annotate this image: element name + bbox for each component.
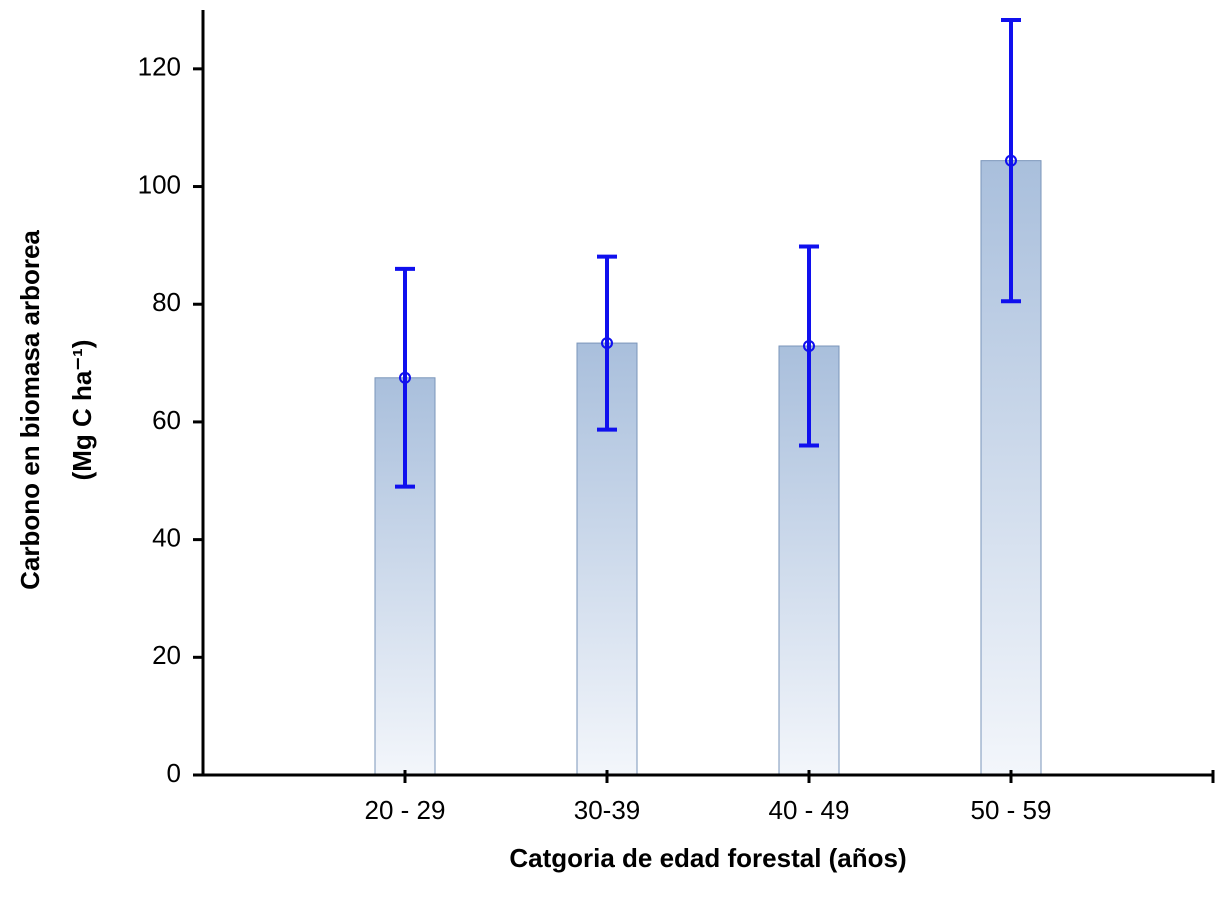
mean-marker <box>601 337 613 350</box>
y-tick-label: 20 <box>152 640 181 670</box>
x-tick-label: 40 - 49 <box>769 795 850 825</box>
mean-marker <box>803 340 815 353</box>
error-bar <box>1001 18 1021 304</box>
y-tick-label: 40 <box>152 522 181 552</box>
x-tick-label: 20 - 29 <box>365 795 446 825</box>
error-bar <box>597 254 617 432</box>
y-tick-label: 120 <box>138 52 181 82</box>
y-axis-label: (Mg C ha⁻¹) <box>67 340 97 481</box>
y-tick-label: 100 <box>138 169 181 199</box>
x-tick-label: 30-39 <box>574 795 641 825</box>
mean-marker <box>399 371 411 384</box>
y-tick-label: 0 <box>167 758 181 788</box>
x-axis-label: Catgoria de edad forestal (años) <box>509 843 906 873</box>
y-axis-label: Carbono en biomasa arborea <box>15 230 45 590</box>
y-tick-label: 60 <box>152 405 181 435</box>
x-tick-label: 50 - 59 <box>971 795 1052 825</box>
error-bar <box>799 244 819 448</box>
y-tick-label: 80 <box>152 287 181 317</box>
mean-marker <box>1005 154 1017 167</box>
error-bar <box>395 266 415 489</box>
